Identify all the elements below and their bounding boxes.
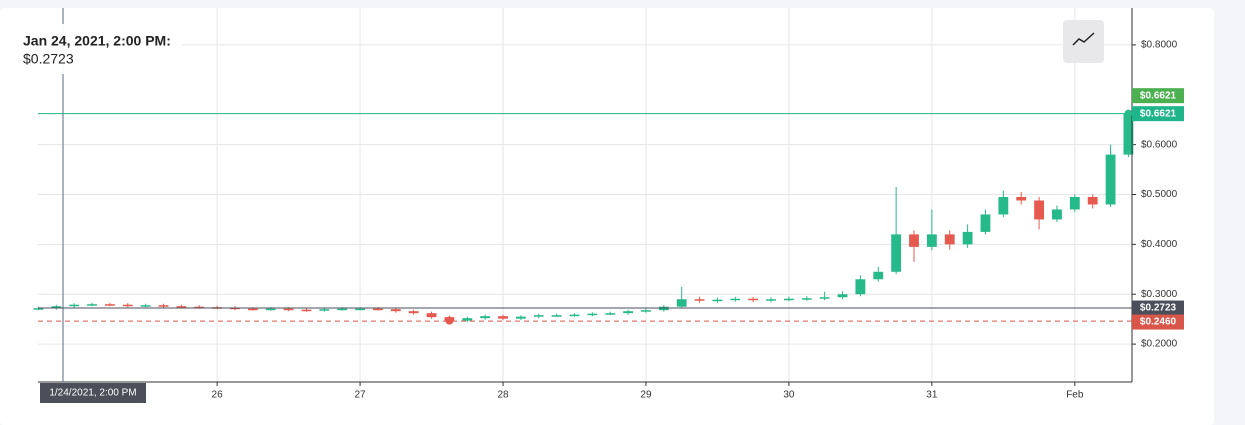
candle-body bbox=[926, 234, 937, 247]
candle-body bbox=[605, 313, 616, 315]
candle-body bbox=[194, 306, 205, 309]
candle-body bbox=[891, 234, 902, 272]
candle-body bbox=[748, 298, 759, 301]
tooltip-date: Jan 24, 2021, 2:00 PM: bbox=[23, 33, 171, 49]
candle-body bbox=[176, 306, 187, 308]
candle-body bbox=[122, 304, 133, 307]
candle-body bbox=[1087, 196, 1098, 205]
tooltip bbox=[14, 24, 182, 74]
x-tick-label: 29 bbox=[640, 390, 652, 401]
candle-body bbox=[909, 234, 919, 247]
y-tick-label: $0.2000 bbox=[1141, 339, 1178, 350]
candle-body bbox=[158, 305, 169, 307]
price-badge-label: $0.2723 bbox=[1140, 303, 1177, 314]
candle-body bbox=[694, 299, 705, 301]
candle-body bbox=[1052, 209, 1062, 220]
x-tick-label: 31 bbox=[926, 390, 938, 401]
candle-body bbox=[1105, 154, 1116, 205]
candle-body bbox=[480, 316, 491, 319]
candle-body bbox=[247, 308, 258, 311]
price-badge bbox=[1132, 88, 1184, 104]
candle-body bbox=[569, 314, 580, 317]
candle-body bbox=[819, 297, 830, 299]
candle-body bbox=[355, 308, 365, 311]
candle-body bbox=[837, 294, 848, 298]
candle-body bbox=[998, 196, 1009, 215]
x-tick-label: 26 bbox=[212, 390, 224, 401]
candle-body bbox=[265, 308, 276, 311]
candle-body bbox=[1123, 113, 1134, 155]
price-badge bbox=[1132, 314, 1184, 330]
card bbox=[0, 8, 1214, 425]
candle-body bbox=[140, 305, 151, 307]
candle-body bbox=[498, 316, 508, 319]
y-tick-label: $0.3000 bbox=[1141, 289, 1178, 300]
x-tick-label: 27 bbox=[355, 390, 367, 401]
candle-body bbox=[426, 313, 437, 318]
last-price-dot bbox=[1124, 109, 1133, 118]
candle-body bbox=[283, 308, 294, 311]
candle-body bbox=[587, 313, 598, 316]
candle-body bbox=[319, 309, 330, 311]
candle-body bbox=[33, 308, 44, 310]
tooltip-price: $0.2723 bbox=[23, 51, 74, 67]
line-icon bbox=[1072, 32, 1095, 46]
y-tick-label: $0.5000 bbox=[1141, 189, 1178, 200]
candle-body bbox=[944, 234, 955, 245]
candle-body bbox=[623, 311, 634, 314]
candle-body bbox=[641, 310, 651, 312]
candle-body bbox=[1069, 196, 1080, 210]
candle-body bbox=[712, 299, 723, 302]
candle-body bbox=[373, 308, 383, 311]
candle-body bbox=[515, 316, 526, 319]
candle-body bbox=[408, 311, 419, 314]
price-badge-label: $0.6621 bbox=[1140, 90, 1177, 101]
low-price-dot bbox=[445, 316, 454, 325]
candle-body bbox=[337, 308, 348, 311]
y-tick-label: $0.4000 bbox=[1141, 239, 1178, 250]
x-tick-label: 30 bbox=[783, 390, 795, 401]
candle-body bbox=[1034, 200, 1044, 220]
crosshair-badge bbox=[40, 383, 146, 403]
candle-body bbox=[551, 315, 562, 317]
candle-body bbox=[69, 304, 80, 307]
overlay: $0.6621 $0.6621 $0.2723 $0.2460 bbox=[38, 88, 1184, 330]
y-tick-label: $0.6000 bbox=[1141, 139, 1178, 150]
crosshair-label: 1/24/2021, 2:00 PM bbox=[49, 388, 136, 399]
candle-body bbox=[980, 214, 991, 232]
price-badge-label: $0.6621 bbox=[1140, 108, 1177, 119]
x-tick-label: 28 bbox=[497, 390, 509, 401]
y-tick-label: $0.8000 bbox=[1141, 40, 1178, 51]
candle-body bbox=[873, 271, 884, 280]
plot bbox=[33, 113, 1134, 323]
candle-body bbox=[676, 299, 687, 307]
price-badge-label: $0.2460 bbox=[1140, 317, 1177, 328]
candle-body bbox=[533, 315, 544, 317]
candle-body bbox=[301, 309, 312, 312]
candle-body bbox=[390, 309, 401, 312]
candle-body bbox=[104, 304, 115, 306]
candle-body bbox=[855, 279, 866, 295]
candle-body bbox=[1016, 196, 1027, 201]
candle-body bbox=[962, 231, 973, 245]
candle-body bbox=[784, 298, 794, 301]
x-tick-label: Feb bbox=[1066, 390, 1084, 401]
candle-body bbox=[51, 306, 62, 309]
candle-body bbox=[87, 304, 97, 306]
price-badge bbox=[1132, 106, 1184, 122]
candle-body bbox=[730, 298, 741, 301]
price-badge bbox=[1132, 300, 1184, 316]
candle-body bbox=[462, 318, 473, 321]
candle-body bbox=[801, 298, 812, 300]
candle-body bbox=[766, 299, 776, 301]
